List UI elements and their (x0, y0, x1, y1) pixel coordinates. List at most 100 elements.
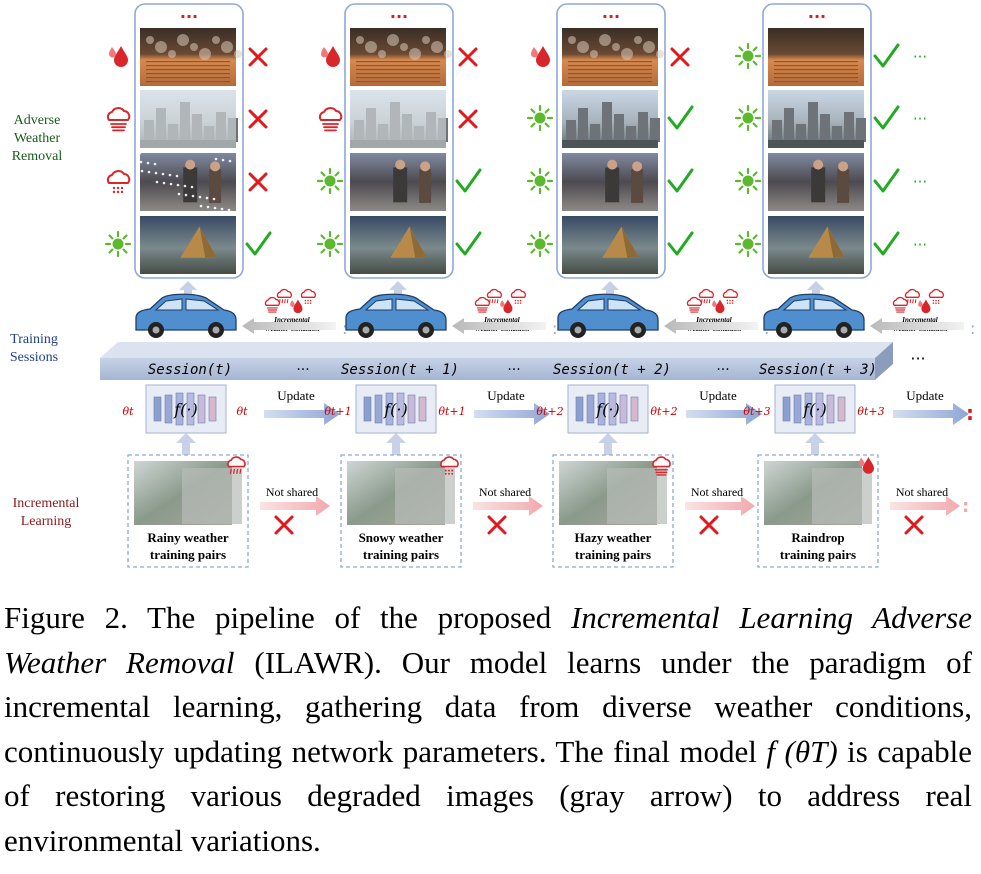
training-pair-title: Raindrop (791, 530, 844, 545)
network-layer (164, 394, 173, 424)
result-column: ··· ··· ··· ··· ··· IncrementalWeather Condit… (734, 3, 975, 338)
incremental-condition-label: Incremental (901, 316, 937, 324)
result-columns: ··· IncrementalWeather Condition: ··· Incre… (104, 3, 975, 338)
caption-middle: (ILAWR). Our model learns under the para… (4, 644, 972, 769)
check-mark-icon (245, 231, 272, 256)
rain-cloud-icon (904, 288, 920, 304)
network-function-label: f(·) (173, 400, 198, 419)
raindrop-icon (712, 299, 725, 314)
not-shared-arrow (473, 496, 543, 516)
section-label-learning: Incremental Learning (13, 496, 80, 529)
raindrop-icon (500, 299, 513, 314)
trailing-ellipsis: ··· (910, 349, 925, 368)
scene-image (350, 153, 446, 211)
cross-mark-icon (248, 109, 268, 129)
incremental-condition-label: Incremental (695, 316, 731, 324)
theta-in-label: θt+3 (743, 405, 770, 418)
network-block: f(·) θt+3 θt+3 Update (743, 384, 969, 455)
training-pair-subtitle: training pairs (575, 547, 651, 562)
theta-out-label: θt+3 (857, 405, 884, 418)
update-arrow (893, 403, 969, 425)
update-label: Update (699, 388, 737, 403)
training-pair-card: Hazy weather training pairs Not shared (552, 454, 755, 568)
up-arrow (176, 433, 196, 455)
dots: : (342, 319, 347, 338)
up-arrow (179, 281, 197, 300)
caption-suffix: is capable of restoring various degraded… (4, 733, 972, 858)
network-block: f(·) θt θt Update (122, 384, 340, 455)
scene-image (768, 216, 864, 274)
section-label-line: Training (10, 332, 58, 347)
raindrop-icon (109, 46, 128, 67)
raindrop-icon (290, 299, 303, 314)
car-icon (763, 293, 865, 338)
network-layer (363, 396, 372, 422)
network-layer (782, 396, 791, 422)
snow-cloud-icon (300, 288, 316, 304)
network-layer (175, 392, 184, 426)
theta-out-label: θt+2 (650, 405, 677, 418)
network-function-label: f(·) (383, 400, 408, 419)
gray-arrow (870, 318, 964, 334)
up-arrow (598, 433, 618, 455)
network-layer (153, 396, 162, 422)
haze-cloud-icon (318, 107, 343, 132)
network-layer (418, 396, 427, 422)
snow-cloud-icon (928, 288, 944, 304)
sun-icon (734, 104, 762, 132)
theta-out-label: θt (236, 405, 248, 418)
network-function-label: f(·) (802, 400, 827, 419)
haze-cloud-icon (652, 456, 671, 476)
session-ellipsis: ··· (296, 362, 309, 378)
scene-image (562, 153, 658, 211)
scene-image (768, 90, 866, 148)
scene-image (350, 216, 446, 274)
network-layer (407, 394, 416, 424)
check-mark-icon (455, 231, 482, 256)
snow-cloud-icon (722, 288, 738, 304)
not-shared-arrow (685, 496, 755, 516)
update-arrow (264, 403, 340, 425)
network-layer (597, 392, 606, 426)
sun-icon (526, 167, 554, 195)
cross-mark-icon (487, 515, 507, 535)
sun-icon (316, 230, 344, 258)
caption-math: f (θT) (766, 733, 838, 769)
network-layer (619, 394, 628, 424)
training-pair-subtitle: training pairs (780, 547, 856, 562)
gray-arrow (452, 318, 546, 334)
training-image-back (395, 468, 455, 524)
scene-image (562, 216, 658, 274)
rain-cloud-icon (486, 288, 502, 304)
row-ellipsis: ··· (913, 110, 927, 128)
cross-mark-icon (248, 47, 268, 67)
training-pair-title: Rainy weather (147, 530, 228, 545)
result-column: ··· IncrementalWeather Condition: (104, 3, 347, 338)
up-arrow (805, 433, 825, 455)
gray-arrow (242, 318, 336, 334)
session-label: Session(t + 2) (553, 362, 671, 378)
raindrop-icon (858, 457, 874, 474)
session-labels: Session(t) ··· Session(t + 1) ··· Session(t … (148, 362, 877, 378)
snow-cloud-icon (440, 456, 459, 475)
weather-condition-group: IncrementalWeather Condition: (452, 288, 557, 338)
training-pair-title: Hazy weather (575, 530, 652, 545)
session-label: Session(t + 1) (341, 362, 459, 378)
check-mark-icon (667, 105, 694, 130)
scene-image (562, 90, 660, 148)
haze-cloud-icon (892, 296, 908, 313)
section-label-line: Learning (21, 514, 72, 529)
pairs-trailing-dots: : (962, 496, 969, 517)
network-layer (197, 394, 206, 424)
check-mark-icon (667, 168, 694, 193)
cross-mark-icon (274, 515, 294, 535)
rain-cloud-icon (698, 288, 714, 304)
weather-condition-group: IncrementalWeather Condition: (664, 288, 769, 338)
session-band (100, 342, 893, 380)
network-layer (586, 394, 595, 424)
caption-prefix: Figure 2. The pipeline of the proposed (4, 600, 571, 635)
column-top-dots: ··· (808, 7, 826, 26)
training-pair-subtitle: training pairs (150, 547, 226, 562)
check-mark-icon (873, 168, 900, 193)
row-ellipsis: ··· (913, 173, 927, 191)
